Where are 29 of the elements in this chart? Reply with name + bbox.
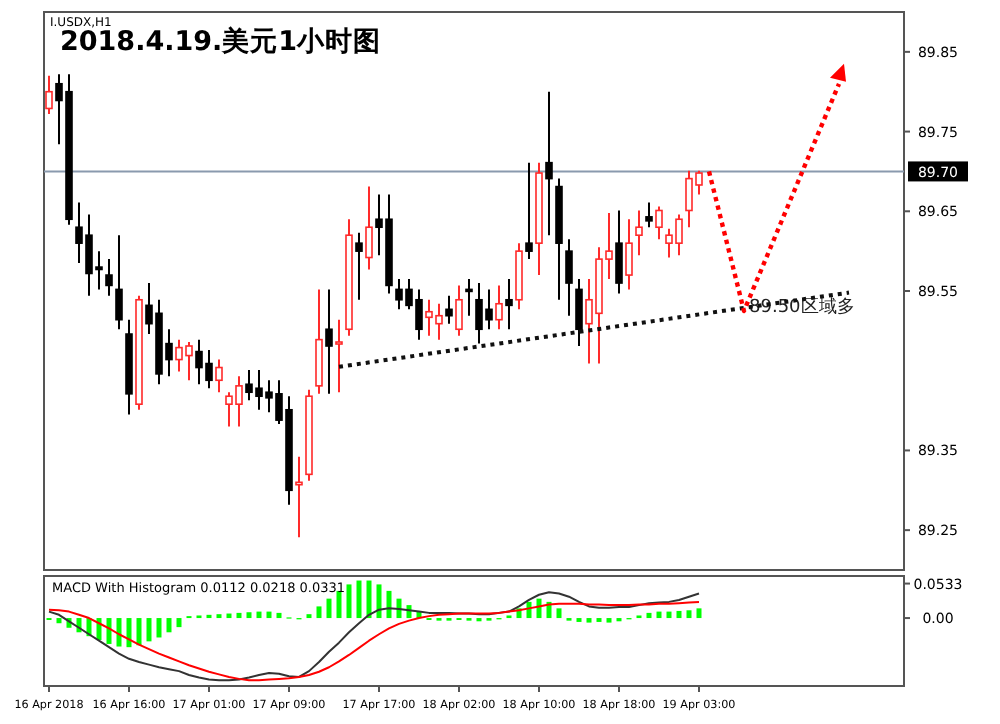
bar: [676, 610, 682, 619]
bar: [136, 618, 142, 646]
bar: [336, 590, 342, 619]
bar: [256, 611, 262, 619]
bar: [176, 618, 182, 628]
bar: [316, 606, 322, 619]
bar: [166, 618, 172, 633]
bar: [236, 612, 242, 619]
bar: [666, 611, 672, 619]
bar: [356, 580, 362, 619]
bar: [116, 618, 122, 647]
bar: [246, 612, 252, 619]
bar: [376, 584, 382, 619]
bar: [346, 584, 352, 619]
bar: [366, 580, 372, 619]
bar: [646, 612, 652, 619]
bar: [146, 618, 152, 642]
bar: [106, 618, 112, 644]
bar: [326, 598, 332, 619]
bar: [686, 610, 692, 619]
bar: [656, 611, 662, 619]
bar: [276, 612, 282, 619]
bar: [556, 608, 562, 619]
bar: [696, 608, 702, 619]
bar: [126, 618, 132, 648]
bar: [156, 618, 162, 638]
bar: [386, 590, 392, 619]
bar: [56, 618, 62, 624]
bar: [266, 611, 272, 619]
